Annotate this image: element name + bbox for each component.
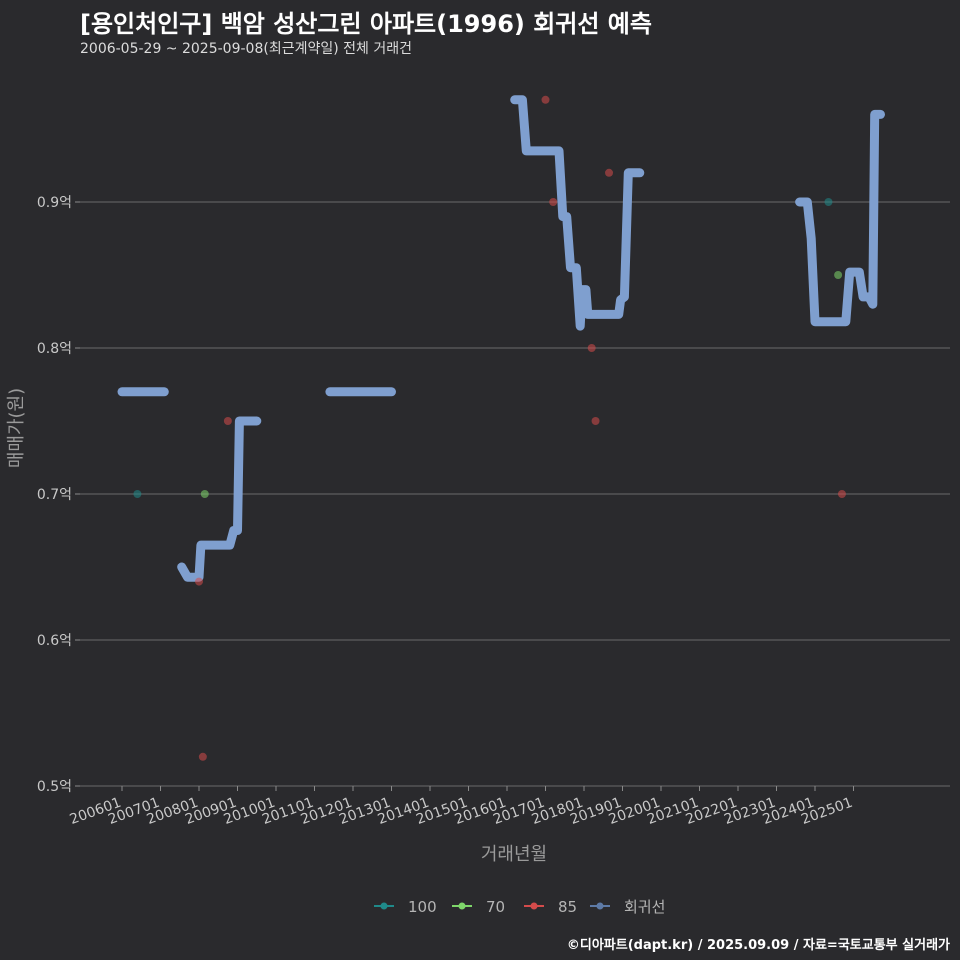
data-points xyxy=(133,95,846,761)
legend-label: 70 xyxy=(486,898,505,916)
legend-swatch-dot-0 xyxy=(380,902,388,910)
regression-line-segment-3 xyxy=(510,95,645,331)
legend-label: 85 xyxy=(558,898,577,916)
regression-line-segment-1 xyxy=(177,416,262,582)
legend: 100 70 85 회귀선 xyxy=(374,898,665,916)
x-axis-ticks: 2006012007012008012009012010012011012012… xyxy=(68,786,855,828)
y-axis-ticks: 0.5억 0.6억 0.7억 0.8억 0.9억 xyxy=(37,195,80,795)
point-100-1 xyxy=(824,198,833,206)
point-85-3 xyxy=(541,95,550,104)
regression-line-segment-4 xyxy=(795,109,885,327)
chart-title: [용인처인구] 백암 성산그린 아파트(1996) 회귀선 예측 xyxy=(80,10,652,38)
y-tick-label: 0.7억 xyxy=(37,487,72,503)
point-85-4 xyxy=(549,198,558,206)
legend-label: 회귀선 xyxy=(624,898,665,916)
grid-lines xyxy=(80,201,950,787)
legend-swatch-dot-1 xyxy=(458,902,466,910)
chart-subtitle: 2006-05-29 ~ 2025-09-08(최근계약일) 전체 거래건 xyxy=(80,41,412,57)
point-100-0 xyxy=(133,490,142,498)
y-axis-title: 매매가(원) xyxy=(6,388,27,468)
point-85-0 xyxy=(195,577,203,586)
point-85-1 xyxy=(198,752,207,761)
legend-swatch-dot-2 xyxy=(530,902,538,910)
point-70-0 xyxy=(200,490,209,498)
x-axis-title: 거래년월 xyxy=(481,844,547,865)
point-70-1 xyxy=(834,271,843,279)
point-85-6 xyxy=(591,417,600,425)
source-caption: ©디아파트(dapt.kr) / 2025.09.09 / 자료=국토교통부 실… xyxy=(566,938,950,953)
y-tick-label: 0.5억 xyxy=(37,779,72,795)
point-85-8 xyxy=(837,490,846,498)
point-85-7 xyxy=(605,168,614,177)
legend-swatch-dot-3 xyxy=(596,902,604,910)
point-85-2 xyxy=(223,417,232,425)
legend-label: 100 xyxy=(408,898,437,916)
point-85-5 xyxy=(587,344,596,352)
regression-lines xyxy=(117,95,885,582)
y-tick-label: 0.8억 xyxy=(37,341,72,357)
y-tick-label: 0.9억 xyxy=(37,195,72,211)
y-tick-label: 0.6억 xyxy=(37,633,72,649)
